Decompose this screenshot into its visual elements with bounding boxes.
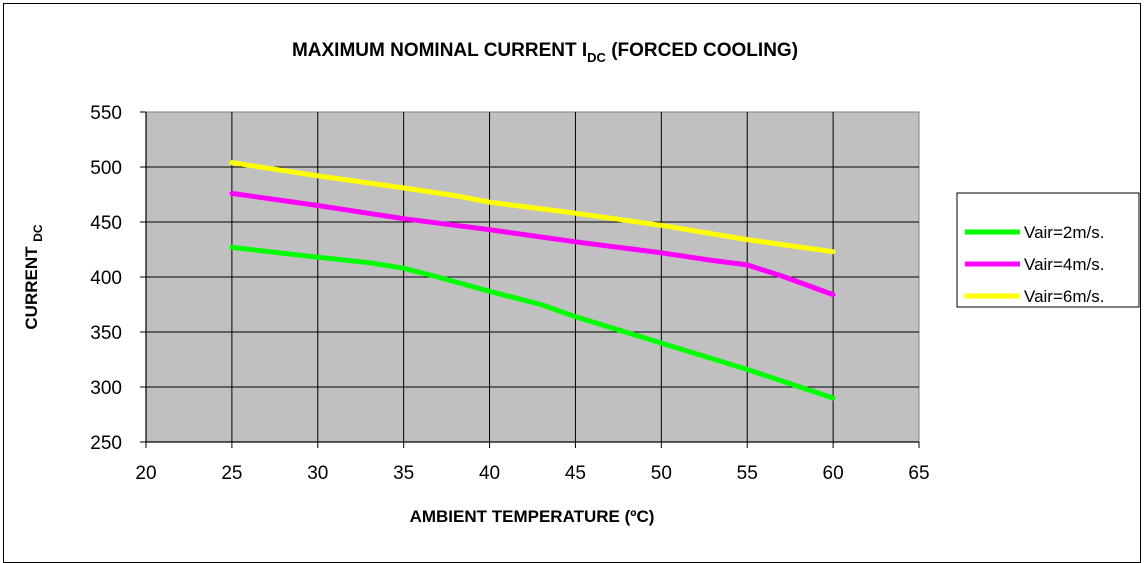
y-axis-title: CURRENT DC	[22, 224, 45, 330]
series-line-3	[229, 160, 836, 255]
x-axis-ticks: 20 25 30 35 40 45 50 55 60 65	[135, 442, 930, 484]
y-tick-label: 500	[90, 158, 122, 179]
x-tick-label: 30	[307, 463, 328, 484]
chart-title-main: MAXIMUM NOMINAL CURRENT I	[292, 40, 587, 61]
series-line-2	[229, 190, 836, 298]
x-axis-title: AMBIENT TEMPERATURE (ºC)	[410, 507, 655, 526]
legend-box	[956, 192, 1140, 308]
y-tick-label: 550	[90, 103, 122, 124]
y-tick-label: 250	[90, 433, 122, 454]
chart-svg: MAXIMUM NOMINAL CURRENT IDC (FORCED COOL…	[22, 40, 1140, 526]
y-tick-label: 450	[90, 213, 122, 234]
x-tick-label: 55	[737, 463, 758, 484]
y-tick-label: 350	[90, 323, 122, 344]
chart-title-subscript: DC	[587, 50, 606, 65]
y-axis-ticks: 250 300 350 400 450 500 550	[90, 103, 146, 454]
legend-label-2: Vair=4m/s.	[1024, 255, 1104, 274]
series-group	[229, 160, 836, 401]
y-tick-label: 300	[90, 378, 122, 399]
x-tick-label: 45	[565, 463, 586, 484]
y-axis-title-subscript: DC	[31, 224, 45, 242]
x-tick-label: 50	[651, 463, 672, 484]
legend: Vair=2m/s. Vair=4m/s. Vair=6m/s.	[965, 223, 1104, 306]
legend-label-1: Vair=2m/s.	[1024, 223, 1104, 242]
y-axis-title-main: CURRENT	[22, 242, 41, 330]
legend-label-3: Vair=6m/s.	[1024, 287, 1104, 306]
x-tick-label: 25	[221, 463, 242, 484]
x-tick-label: 35	[393, 463, 414, 484]
x-tick-label: 40	[479, 463, 500, 484]
series-line-1	[229, 244, 836, 401]
x-tick-label: 60	[823, 463, 844, 484]
x-tick-label: 20	[135, 463, 156, 484]
y-tick-label: 400	[90, 268, 122, 289]
chart-title-suffix: (FORCED COOLING)	[606, 40, 798, 61]
x-tick-label: 65	[908, 463, 929, 484]
chart-title: MAXIMUM NOMINAL CURRENT IDC (FORCED COOL…	[292, 40, 798, 65]
